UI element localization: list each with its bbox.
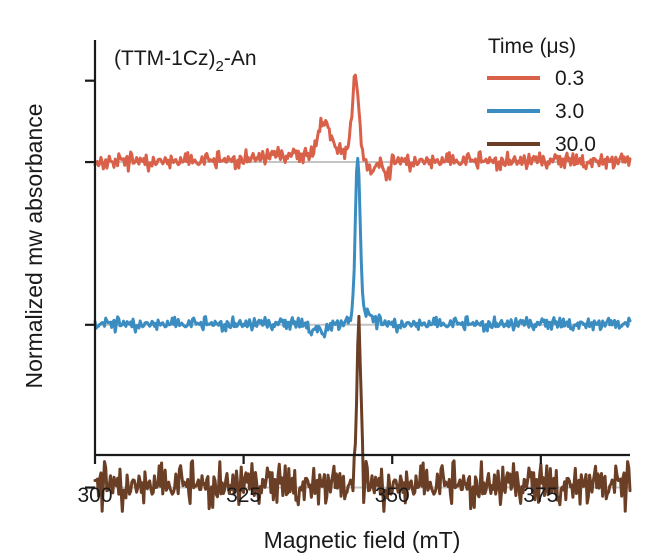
- traces: [93, 73, 632, 513]
- legend-label-30.0: 30.0: [555, 133, 596, 156]
- chart-title-subscript: 2: [215, 58, 223, 75]
- y-ticks: [85, 79, 95, 489]
- series-line-30.0: [93, 314, 632, 513]
- legend-label-3.0: 3.0: [555, 100, 584, 123]
- x-tick-label-375: 375: [523, 484, 558, 507]
- chart-title-main: (TTM-1Cz): [114, 47, 215, 70]
- x-ticks: 300 325 350 375: [77, 455, 558, 507]
- chart-title: (TTM-1Cz)2-An: [114, 47, 257, 75]
- legend: 0.3 3.0 30.0: [487, 67, 596, 156]
- chart-title-suffix: -An: [224, 47, 257, 70]
- y-axis-title: Normalized mw absorbance: [21, 103, 47, 388]
- x-tick-label-325: 325: [226, 484, 261, 507]
- x-tick-label-350: 350: [375, 484, 410, 507]
- x-axis-title: Magnetic field (mT): [264, 527, 461, 553]
- legend-title: Time (μs): [488, 35, 576, 58]
- x-tick-label-300: 300: [77, 484, 112, 507]
- legend-label-0.3: 0.3: [555, 67, 584, 90]
- series-line-0.3: [93, 73, 632, 182]
- series-line-3.0: [93, 156, 632, 339]
